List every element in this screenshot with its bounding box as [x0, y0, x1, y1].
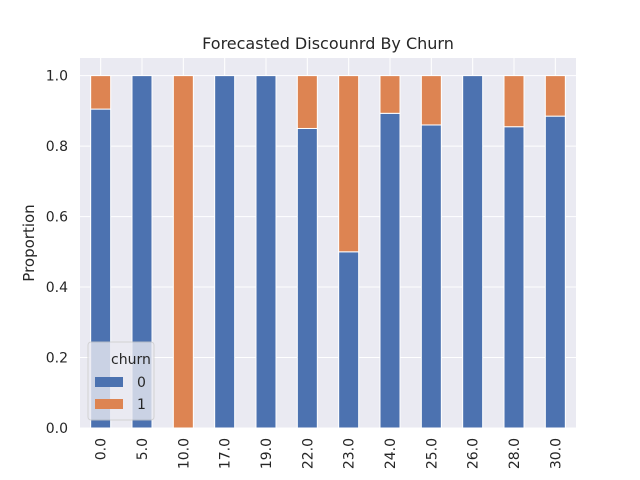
- x-tick-label: 30.0: [548, 438, 564, 469]
- plot-area: [80, 58, 576, 428]
- y-tick-label: 1.0: [46, 69, 68, 85]
- bar-30.0-churn-0: [544, 115, 566, 429]
- x-tick-label: 17.0: [218, 438, 234, 469]
- bar-10.0-churn-1: [172, 75, 194, 429]
- y-tick-label: 0.2: [46, 351, 68, 367]
- x-tick-label: 28.0: [507, 438, 523, 469]
- x-tick-label: 24.0: [383, 438, 399, 469]
- bar-24.0-churn-0: [379, 112, 401, 429]
- legend-swatch-churn-0: [95, 377, 123, 387]
- x-tick-label: 5.0: [135, 438, 151, 460]
- bar-22.0-churn-1: [296, 75, 318, 129]
- legend: churn 0 1: [87, 341, 155, 421]
- x-tick-label: 10.0: [176, 438, 192, 469]
- x-tick-label: 25.0: [424, 438, 440, 469]
- x-tick-label: 22.0: [300, 438, 316, 469]
- y-tick-label: 0.0: [46, 421, 68, 437]
- bar-23.0-churn-0: [338, 251, 360, 429]
- bar-19.0-churn-0: [255, 75, 277, 429]
- y-tick-label: 0.4: [46, 280, 68, 296]
- bars: [90, 75, 566, 429]
- bar-23.0-churn-1: [338, 75, 360, 253]
- x-tick-label: 26.0: [466, 438, 482, 469]
- bar-28.0-churn-1: [503, 75, 525, 128]
- bar-17.0-churn-0: [214, 75, 236, 429]
- bar-5.0-churn-0: [131, 75, 153, 429]
- x-tick-label: 0.0: [94, 438, 110, 460]
- x-tick-label: 19.0: [259, 438, 275, 469]
- y-tick-label: 0.6: [46, 210, 68, 226]
- legend-swatch-churn-1: [95, 399, 123, 409]
- x-tick-label: 23.0: [342, 438, 358, 469]
- y-axis-label: Proportion: [20, 204, 38, 281]
- bar-22.0-churn-0: [296, 127, 318, 429]
- bar-24.0-churn-1: [379, 75, 401, 114]
- x-tick-labels: 0.0 5.0 10.0 17.0 19.0 22.0 23.0 24.0 25.0 26.0 28…: [94, 438, 565, 469]
- y-tick-labels: 0.0 0.2 0.4 0.6 0.8 1.0: [46, 69, 68, 437]
- bar-26.0-churn-0: [462, 75, 484, 429]
- chart-title: Forecasted Discounrd By Churn: [202, 34, 454, 53]
- bar-0.0-churn-1: [90, 75, 112, 110]
- bar-25.0-churn-1: [420, 75, 442, 126]
- legend-label-churn-1: 1: [137, 397, 146, 413]
- y-tick-label: 0.8: [46, 139, 68, 155]
- legend-title: churn: [111, 352, 151, 368]
- bar-30.0-churn-1: [544, 75, 566, 117]
- bar-25.0-churn-0: [420, 124, 442, 429]
- bar-28.0-churn-0: [503, 126, 525, 429]
- legend-label-churn-0: 0: [137, 375, 146, 391]
